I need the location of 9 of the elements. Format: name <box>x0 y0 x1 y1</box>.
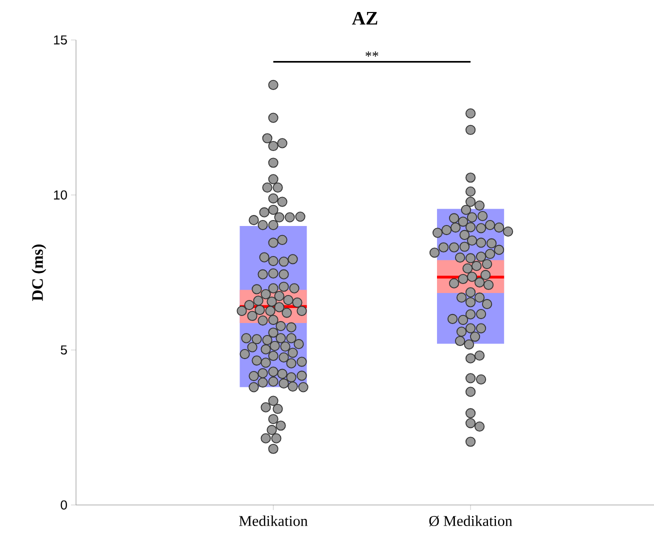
y-tick-label: 5 <box>60 345 67 355</box>
y-axis-title: DC (ms) <box>32 244 46 301</box>
y-tick-label: 10 <box>54 190 67 200</box>
x-tick-label: Medikation <box>239 516 308 526</box>
chart-title: AZ <box>352 12 378 24</box>
y-tick-label: 15 <box>54 35 67 45</box>
x-tick-label: Ø Medikation <box>429 516 512 526</box>
annotation: ** <box>366 51 378 57</box>
y-tick-label: 0 <box>60 500 67 510</box>
